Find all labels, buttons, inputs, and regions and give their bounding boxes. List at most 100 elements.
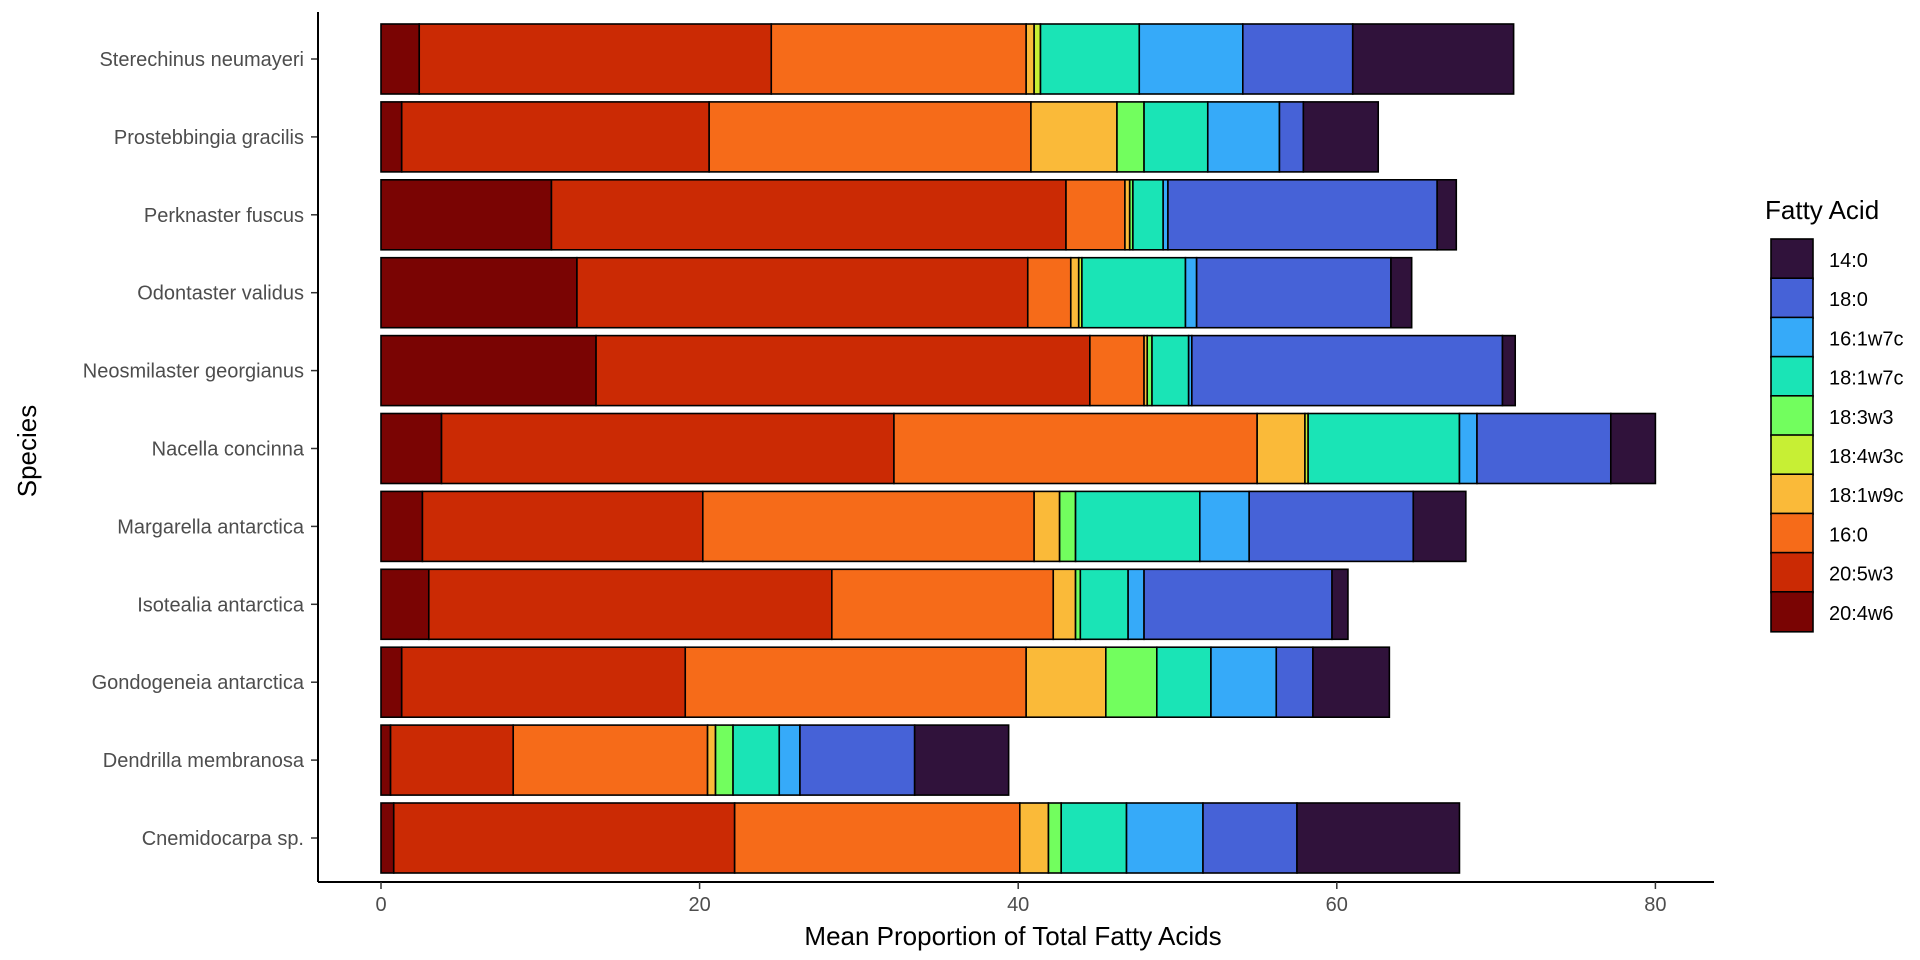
bar-segment-dendrilla-membranosa-18-1w7c [732,724,781,796]
bar-segment-dendrilla-membranosa-20-5w3 [389,724,515,796]
bar-segment-neosmilaster-georgianus-16-0 [1089,334,1145,407]
bar-segment-sterechinus-neumayeri-16-1w7c [1138,23,1244,95]
bar-segment-gondogeneia-antarctica-18-3w3 [1105,646,1158,719]
x-tick-label-20: 20 [688,894,710,916]
bar-segment-margarella-antarctica-18-0 [1248,490,1415,563]
legend-label-18-1w7c: 18:1w7c [1829,368,1904,390]
bar-segment-nacella-concinna-20-4w6 [380,412,443,485]
y-tick-label-margarella-antarctica: Margarella antarctica [117,516,305,538]
bar-segment-gondogeneia-antarctica-16-0 [684,646,1027,719]
bar-group-dendrilla-membranosa [380,724,1010,796]
bar-segment-prostebbingia-gracilis-20-5w3 [400,101,710,173]
bar-group-prostebbingia-gracilis [380,101,1380,173]
legend-label-14-0: 14:0 [1829,250,1868,272]
legend-label-16-0: 16:0 [1829,524,1868,546]
bar-segment-gondogeneia-antarctica-20-5w3 [400,646,687,719]
y-tick-label-cnemidocarpa-sp: Cnemidocarpa sp. [142,828,304,850]
y-tick-label-nacella-concinna: Nacella concinna [152,439,305,461]
bar-segment-dendrilla-membranosa-18-0 [799,724,916,796]
bar-segment-sterechinus-neumayeri-20-5w3 [418,23,773,95]
bar-segment-odontaster-validus-16-1w7c [1184,256,1198,329]
bar-segment-margarella-antarctica-14-0 [1412,490,1467,563]
bar-segment-perknaster-fuscus-16-0 [1065,179,1126,251]
bar-segment-isotealia-antarctica-16-0 [831,568,1055,641]
y-axis-title: Species [12,405,42,498]
bar-segment-prostebbingia-gracilis-18-3w3 [1116,101,1145,173]
bar-segment-neosmilaster-georgianus-20-5w3 [595,334,1091,407]
bar-segment-gondogeneia-antarctica-16-1w7c [1210,646,1278,719]
bar-segment-odontaster-validus-20-5w3 [576,256,1029,329]
legend-key-16-0 [1770,512,1814,555]
bar-segment-cnemidocarpa-sp-20-5w3 [392,802,736,874]
bar-segment-prostebbingia-gracilis-16-1w7c [1206,101,1281,173]
legend-label-18-0: 18:0 [1829,289,1868,311]
legend-label-16-1w7c: 16:1w7c [1829,328,1904,350]
y-tick-label-neosmilaster-georgianus: Neosmilaster georgianus [83,361,304,383]
bar-segment-margarella-antarctica-20-5w3 [421,490,704,563]
bar-segment-margarella-antarctica-18-1w7c [1074,490,1201,563]
bar-segment-dendrilla-membranosa-16-0 [512,724,709,796]
y-tick-label-gondogeneia-antarctica: Gondogeneia antarctica [92,672,305,694]
bar-segment-prostebbingia-gracilis-16-0 [708,101,1032,173]
y-tick-label-prostebbingia-gracilis: Prostebbingia gracilis [114,127,304,149]
bar-segment-margarella-antarctica-18-3w3 [1058,490,1077,563]
bar-segment-dendrilla-membranosa-18-1w9c [706,724,717,796]
bar-group-isotealia-antarctica [380,568,1349,641]
x-tick-label-80: 80 [1644,894,1666,916]
x-tick-label-60: 60 [1326,894,1348,916]
legend: Fatty Acid 14:0 18:0 16:1w7c 18:1w7c 18:3w3 1… [1765,195,1904,633]
bar-segment-isotealia-antarctica-20-5w3 [427,568,833,641]
bar-segment-dendrilla-membranosa-14-0 [913,724,1010,796]
bar-segment-prostebbingia-gracilis-20-4w6 [380,101,403,173]
bar-segment-nacella-concinna-18-1w9c [1256,412,1306,485]
bar-segment-margarella-antarctica-16-1w7c [1199,490,1250,563]
y-tick-label-perknaster-fuscus: Perknaster fuscus [144,205,304,227]
bar-segment-odontaster-validus-14-0 [1390,256,1413,329]
bar-segment-gondogeneia-antarctica-18-0 [1275,646,1314,719]
bar-segment-cnemidocarpa-sp-16-0 [733,802,1021,874]
legend-key-16-1w7c [1770,316,1814,359]
bar-segment-odontaster-validus-18-1w9c [1069,256,1080,329]
bar-segment-perknaster-fuscus-18-0 [1167,179,1438,251]
bar-segment-prostebbingia-gracilis-14-0 [1302,101,1380,173]
bar-segment-gondogeneia-antarctica-18-1w7c [1155,646,1212,719]
legend-key-18-1w7c [1770,355,1814,398]
legend-label-20-5w3: 20:5w3 [1829,564,1894,586]
y-tick-label-isotealia-antarctica: Isotealia antarctica [137,594,305,616]
bar-segment-isotealia-antarctica-18-0 [1143,568,1333,641]
bar-segment-neosmilaster-georgianus-18-0 [1191,334,1504,407]
bar-segment-isotealia-antarctica-14-0 [1331,568,1349,641]
bar-segment-dendrilla-membranosa-16-1w7c [778,724,801,796]
bar-group-perknaster-fuscus [380,179,1458,251]
bar-segment-neosmilaster-georgianus-18-1w7c [1151,334,1190,407]
y-tick-label-odontaster-validus: Odontaster validus [137,283,304,305]
legend-key-18-4w3c [1770,434,1814,476]
bar-segment-cnemidocarpa-sp-20-4w6 [380,802,395,874]
bar-group-nacella-concinna [380,412,1657,485]
bar-group-sterechinus-neumayeri [380,23,1515,95]
legend-label-20-4w6: 20:4w6 [1829,603,1894,625]
bar-segment-margarella-antarctica-18-1w9c [1033,490,1061,563]
bar-segment-gondogeneia-antarctica-14-0 [1312,646,1391,719]
bar-segment-margarella-antarctica-20-4w6 [380,490,424,563]
bar-segment-sterechinus-neumayeri-18-1w7c [1039,23,1141,95]
bar-segment-cnemidocarpa-sp-18-0 [1202,802,1298,874]
bar-group-odontaster-validus [380,256,1413,329]
legend-label-18-4w3c: 18:4w3c [1829,446,1904,468]
legend-key-20-5w3 [1770,551,1814,594]
bars-layer [380,23,1657,874]
bar-segment-odontaster-validus-18-0 [1195,256,1392,329]
bar-segment-nacella-concinna-16-0 [893,412,1258,485]
bar-segment-prostebbingia-gracilis-18-1w7c [1143,101,1209,173]
bar-segment-prostebbingia-gracilis-18-0 [1278,101,1305,173]
bar-segment-cnemidocarpa-sp-14-0 [1296,802,1461,874]
legend-label-18-1w9c: 18:1w9c [1829,485,1904,507]
bar-segment-cnemidocarpa-sp-18-1w7c [1060,802,1128,874]
bar-segment-isotealia-antarctica-20-4w6 [380,568,430,641]
legend-label-18-3w3: 18:3w3 [1829,407,1894,429]
bar-segment-cnemidocarpa-sp-16-1w7c [1125,802,1204,874]
bar-segment-odontaster-validus-18-1w7c [1081,256,1187,329]
bar-group-margarella-antarctica [380,490,1467,563]
